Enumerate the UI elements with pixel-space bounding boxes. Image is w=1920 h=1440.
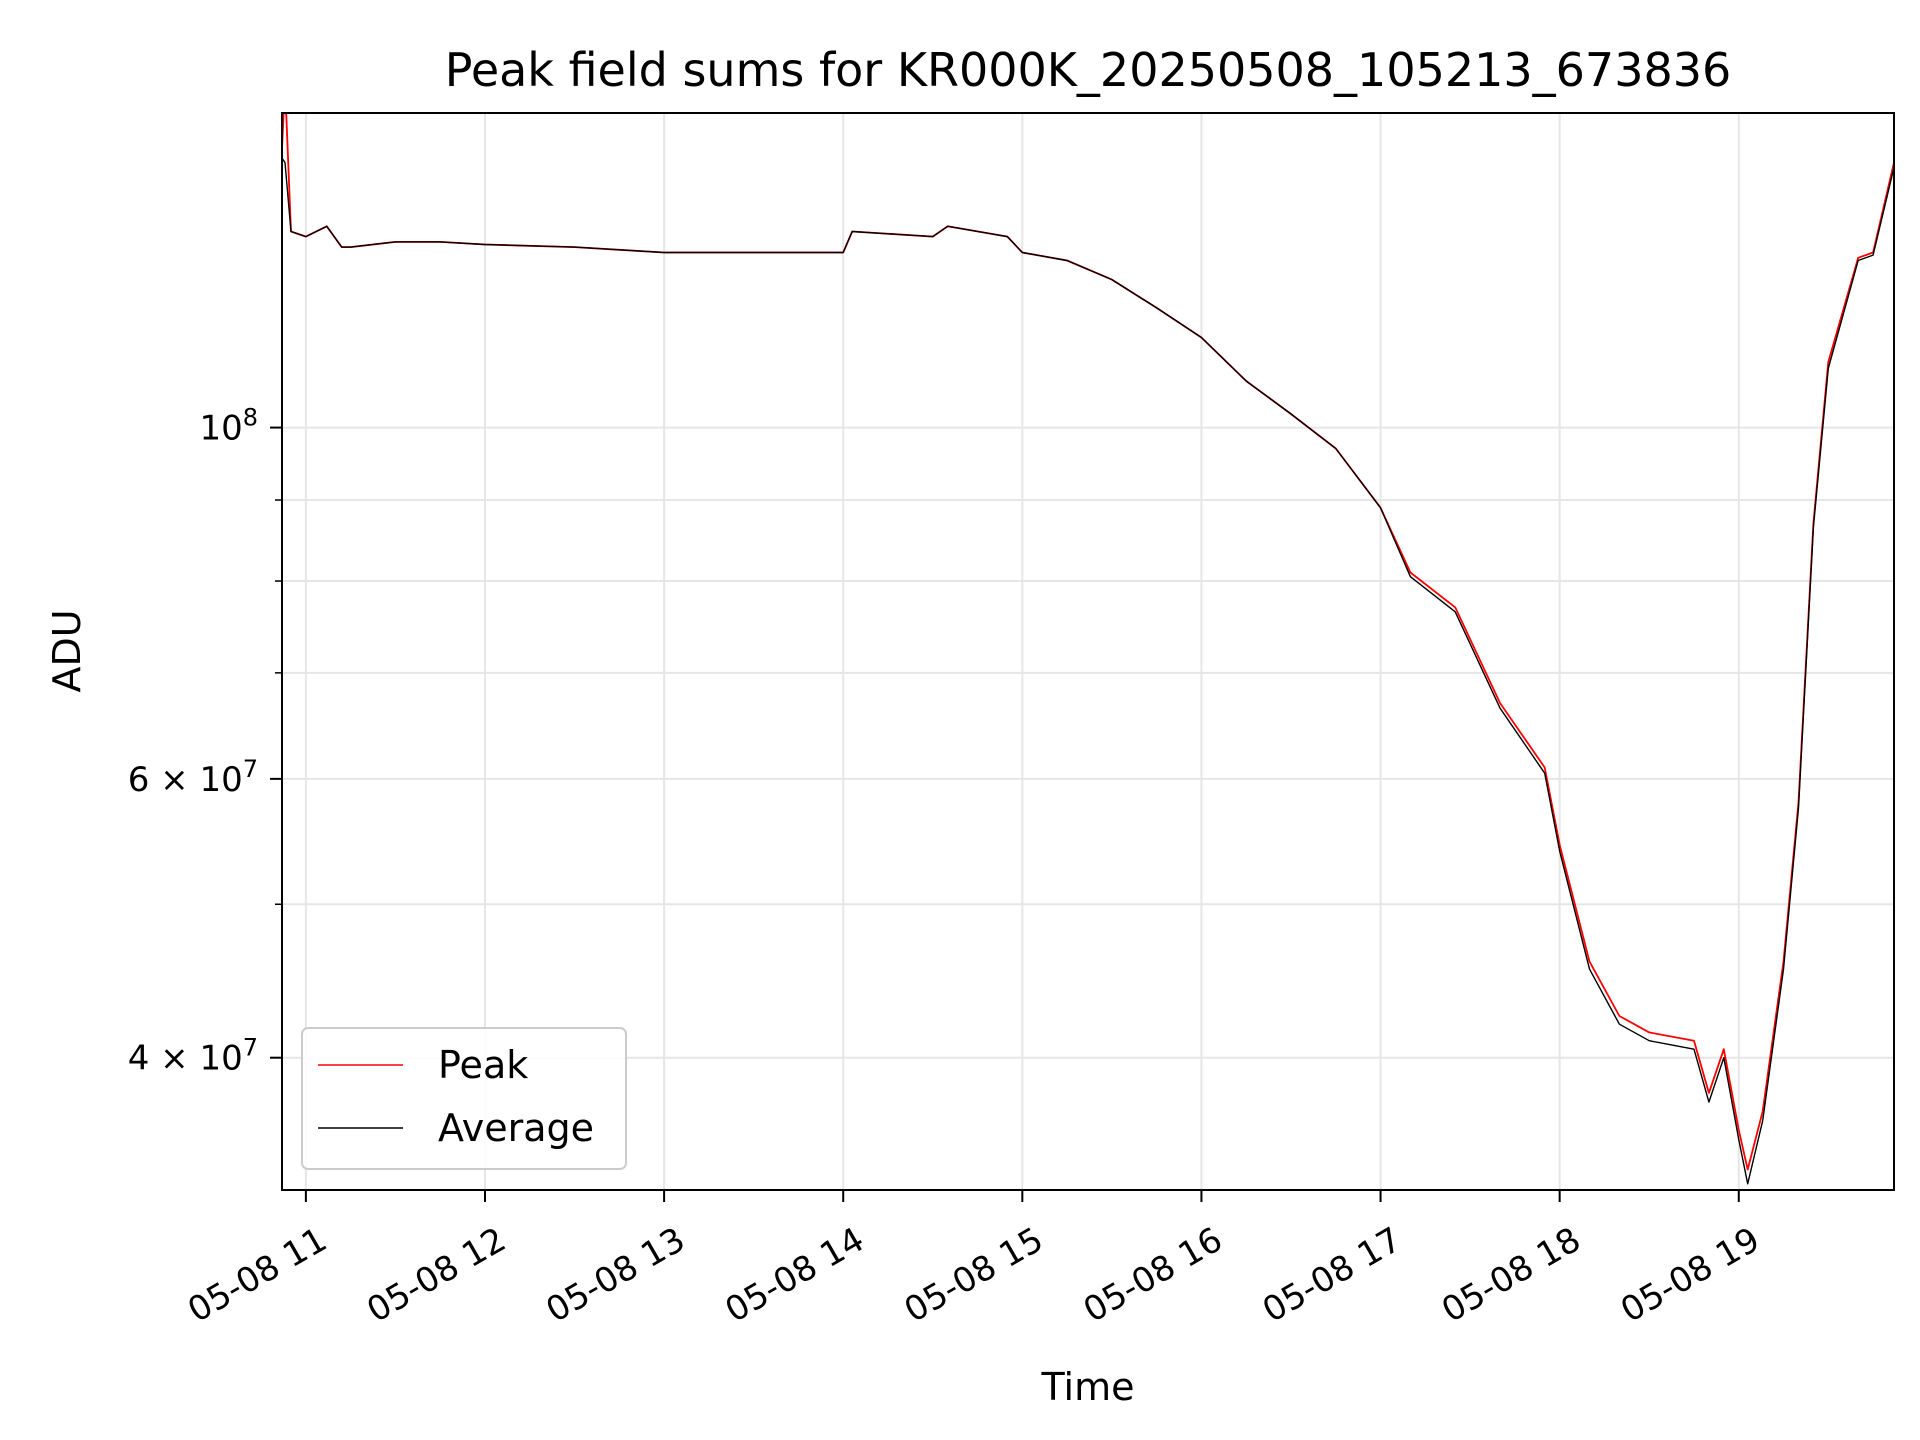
legend: Peak Average — [301, 1027, 627, 1170]
y-axis-title: ADU — [45, 609, 89, 692]
legend-label-average: Average — [438, 1106, 594, 1150]
chart-title: Peak field sums for KR000K_20250508_1052… — [445, 43, 1732, 97]
legend-label-peak: Peak — [438, 1043, 528, 1087]
series-line-average — [282, 157, 1894, 1185]
plot-frame — [281, 112, 1895, 1191]
y-tick-label: 6 × 107 — [128, 755, 258, 800]
y-tick-label: 108 — [199, 404, 258, 449]
grid-lines — [282, 113, 1894, 1190]
y-tick-label: 4 × 107 — [128, 1034, 258, 1079]
series-lines — [282, 113, 1894, 1185]
x-axis-title: Time — [1041, 1365, 1135, 1409]
legend-box — [301, 1027, 627, 1170]
